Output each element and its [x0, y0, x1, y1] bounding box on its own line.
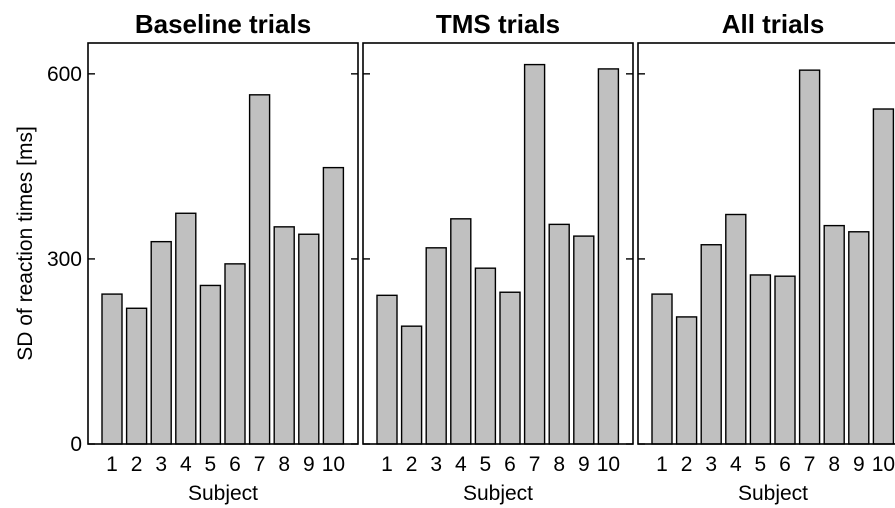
x-tick-label: 5: [480, 453, 492, 476]
x-tick-label: 6: [504, 453, 516, 476]
x-tick-label: 3: [155, 453, 167, 476]
bar-subject-3: [150, 240, 172, 445]
x-tick-label: 1: [381, 453, 393, 476]
x-tick-label: 2: [681, 453, 693, 476]
bar-subject-4: [725, 213, 747, 445]
x-tick-label: 5: [205, 453, 217, 476]
panel-frame: [87, 42, 359, 445]
bar-subject-2: [125, 307, 148, 445]
bar-subject-2: [675, 316, 698, 445]
chart-panel-3: 1 2 3 4 5 6 7 8 9 10 All trials Subject: [637, 9, 895, 505]
x-tick-label: 7: [529, 453, 541, 476]
chart-panel-2: 1 2 3 4 5 6 7 8 9 10 TMS trials Subject: [362, 9, 634, 505]
x-tick-label: 10: [597, 453, 620, 476]
bar-subject-9: [298, 233, 320, 445]
x-tick-label: 9: [303, 453, 315, 476]
x-axis-label: Subject: [738, 482, 808, 505]
y-axis-label: SD of reaction times [ms]: [14, 126, 37, 361]
bar-subject-3: [700, 244, 722, 445]
x-tick-label: 10: [872, 453, 895, 476]
y-tick-label: 600: [47, 63, 82, 86]
bar-subject-6: [499, 291, 521, 445]
x-tick-label: 9: [578, 453, 590, 476]
bar-subject-4: [450, 218, 472, 445]
x-tick-label: 5: [755, 453, 767, 476]
bar-subject-5: [474, 267, 497, 445]
bar-subject-3: [425, 247, 447, 445]
bar-subject-6: [224, 263, 246, 445]
x-tick-label: 9: [853, 453, 865, 476]
x-tick-label: 3: [705, 453, 717, 476]
x-tick-label: 8: [553, 453, 565, 476]
x-tick-label: 2: [406, 453, 418, 476]
bar-subject-9: [848, 231, 870, 445]
panel-title: Baseline trials: [135, 9, 311, 39]
x-tick-label: 4: [180, 453, 192, 476]
x-tick-label: 2: [131, 453, 143, 476]
x-axis-label: Subject: [463, 482, 533, 505]
panel-title: TMS trials: [436, 9, 560, 39]
x-axis-label: Subject: [188, 482, 258, 505]
x-tick-label: 8: [278, 453, 290, 476]
bar-subject-10: [872, 108, 895, 445]
bar-subject-5: [749, 274, 772, 445]
bar-subject-6: [774, 275, 796, 445]
bar-subject-8: [548, 223, 570, 445]
bar-subject-1: [101, 293, 123, 445]
x-tick-label: 4: [455, 453, 467, 476]
x-tick-label: 3: [430, 453, 442, 476]
x-tick-label: 6: [779, 453, 791, 476]
panel-title: All trials: [722, 9, 825, 39]
panel-frame: [362, 42, 634, 445]
bar-subject-7: [523, 63, 546, 445]
x-tick-label: 10: [322, 453, 345, 476]
bar-subject-9: [573, 235, 595, 445]
y-tick-label: 0: [70, 433, 82, 456]
bar-subject-5: [199, 284, 222, 445]
bar-subject-10: [322, 166, 345, 445]
bar-subject-1: [651, 293, 673, 445]
y-tick-label: 300: [47, 248, 82, 271]
x-tick-label: 8: [828, 453, 840, 476]
panel-frame: [637, 42, 895, 445]
bar-subject-1: [376, 294, 398, 445]
bar-subject-7: [798, 69, 821, 445]
bar-subject-8: [823, 224, 845, 445]
x-tick-label: 6: [229, 453, 241, 476]
bar-subject-7: [248, 94, 271, 445]
chart-panel-1: 1 2 3 4 5 6 7 8 9 10 0 300 600 Baseline trials Subject…: [14, 9, 359, 505]
bar-subject-2: [400, 325, 423, 445]
bar-subject-10: [597, 68, 620, 445]
x-tick-label: 7: [254, 453, 266, 476]
x-tick-label: 4: [730, 453, 742, 476]
x-tick-label: 1: [656, 453, 668, 476]
x-tick-label: 7: [804, 453, 816, 476]
bar-subject-8: [273, 226, 295, 445]
x-tick-label: 1: [106, 453, 118, 476]
bar-subject-4: [175, 212, 197, 445]
